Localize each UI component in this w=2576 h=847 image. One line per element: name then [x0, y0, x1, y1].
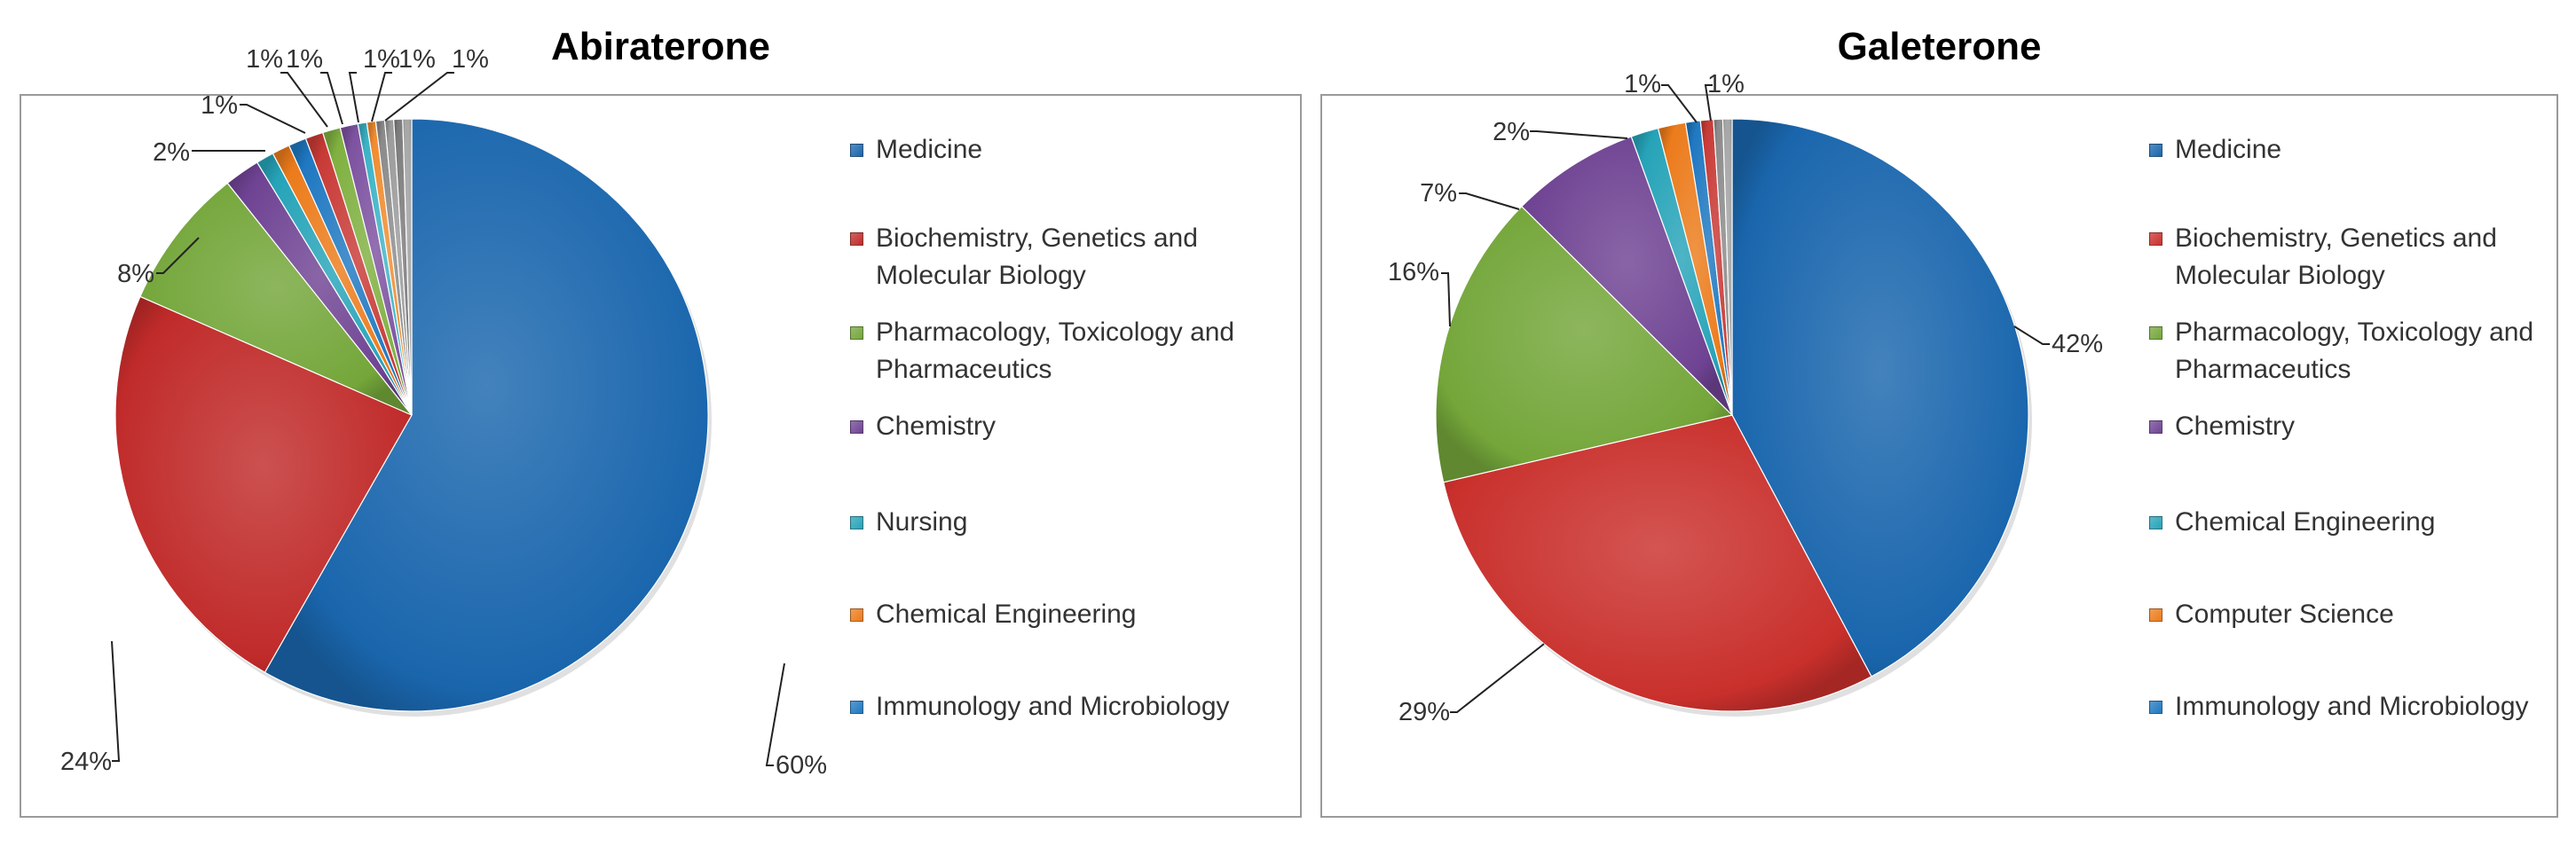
data-label-galeterone-immunology-and-microbiology: 1%: [1624, 70, 1661, 98]
data-label-galeterone-chemical-engineering: 2%: [1493, 118, 1530, 146]
legend-swatch: [2149, 608, 2162, 622]
legend-item-pharmacology-toxicology-and-pharmaceutics: Pharmacology, Toxicology and Pharmaceuti…: [850, 314, 1284, 388]
chart-panel-galeterone: 42% 29% 16% 7% 2% 1% 1% Medicine Biochemistry, …: [1320, 70, 2558, 818]
data-label-abiraterone-chemical-engineering: 1%: [246, 45, 283, 74]
chart-title-galeterone: Galeterone: [1837, 25, 2042, 68]
data-label-abiraterone-other-7: 1%: [363, 45, 400, 74]
legend-label: Chemistry: [876, 412, 997, 441]
legend-item-chemistry: Chemistry: [850, 408, 1284, 445]
data-label-abiraterone-nursing: 1%: [201, 91, 238, 120]
data-label-abiraterone-biochemistry-genetics-and-molecular-biology: 24%: [60, 748, 112, 776]
data-label-abiraterone-other-8: 1%: [398, 45, 436, 74]
legend-swatch: [850, 420, 863, 434]
leader-line: [1530, 130, 1628, 139]
data-label-galeterone-chemistry: 7%: [1420, 179, 1457, 208]
leader-line: [371, 72, 392, 122]
legend-item-chemistry: Chemistry: [2149, 408, 2576, 445]
leader-line: [156, 237, 200, 274]
pie-slice-abiraterone-medicine: [264, 118, 709, 712]
leader-line: [280, 72, 328, 128]
leader-line: [1441, 272, 1451, 327]
leader-line: [1450, 643, 1545, 713]
legend-swatch: [850, 326, 863, 340]
chart-panel-abiraterone: 60% 24% 8% 2% 1% 1% 1% 1% 1% 1% Medicine Biochemis…: [20, 45, 1302, 818]
pie-slice-abiraterone-biochemistry-genetics-and-molecular-biology: [114, 295, 413, 673]
legend-item-immunology-and-microbiology: Immunology and Microbiology: [850, 688, 1284, 725]
leader-line: [111, 640, 121, 762]
pie-slice-galeterone-medicine: [1731, 118, 2029, 678]
legend-swatch: [2149, 144, 2162, 157]
leader-line: [1704, 84, 1713, 122]
legend-swatch: [850, 701, 863, 714]
legend-item-chemical-engineering: Chemical Engineering: [2149, 504, 2576, 541]
leader-line: [1661, 84, 1698, 123]
legend-swatch: [2149, 701, 2162, 714]
legend-label: Immunology and Microbiology: [2175, 692, 2529, 721]
data-label-galeterone-other-7: 1%: [1707, 70, 1745, 98]
legend-label: Medicine: [876, 135, 983, 164]
legend-label: Pharmacology, Toxicology and Pharmaceuti…: [2175, 318, 2534, 384]
legend-item-computer-science: Computer Science: [2149, 596, 2576, 633]
data-label-galeterone-pharmacology-toxicology-and-pharmaceutics: 16%: [1388, 258, 1439, 286]
legend-label: Biochemistry, Genetics and Molecular Bio…: [876, 224, 1198, 290]
legend-swatch: [850, 144, 863, 157]
legend-item-nursing: Nursing: [850, 504, 1284, 541]
leader-line: [1459, 192, 1520, 210]
pie-chart-galeterone: 42% 29% 16% 7% 2% 1% 1%: [1388, 70, 2103, 726]
pie-chart-abiraterone: 60%24%8%2%1%1% 1% 1%1% 1%: [60, 45, 827, 780]
leader-line: [348, 72, 359, 123]
pie-slice-galeterone-other-9: [1721, 118, 1733, 416]
legend-swatch: [850, 232, 863, 246]
legend-item-biochemistry-genetics-and-molecular-biology: Biochemistry, Genetics and Molecular Bio…: [850, 220, 1284, 294]
legend-swatch: [2149, 232, 2162, 246]
data-label-abiraterone-immunology-and-microbiology: 1%: [286, 45, 323, 74]
data-label-galeterone-biochemistry-genetics-and-molecular-biology: 29%: [1398, 698, 1450, 726]
data-label-abiraterone-other-9: 1%: [452, 45, 489, 74]
legend-swatch: [2149, 516, 2162, 529]
legend-swatch: [2149, 420, 2162, 434]
legend-swatch: [850, 516, 863, 529]
leader-line: [240, 104, 306, 134]
legend-item-medicine: Medicine: [850, 131, 1284, 169]
legend-label: Pharmacology, Toxicology and Pharmaceuti…: [876, 318, 1235, 384]
legend-label: Chemical Engineering: [2175, 507, 2436, 537]
pie-slice-abiraterone-other-15: [402, 118, 413, 416]
legend-label: Nursing: [876, 507, 968, 537]
leader-line: [2013, 325, 2050, 345]
legend-item-chemical-engineering: Chemical Engineering: [850, 596, 1284, 633]
pie-slice-galeterone-pharmacology-toxicology-and-pharmaceutics: [1435, 205, 1734, 483]
legend-label: Chemistry: [2175, 412, 2296, 441]
data-label-galeterone-medicine: 42%: [2052, 330, 2103, 358]
leader-line: [320, 72, 343, 125]
pie-slice-galeterone-biochemistry-genetics-and-molecular-biology: [1442, 414, 1872, 712]
legend-swatch: [850, 608, 863, 622]
pie-slice-abiraterone-pharmacology-toxicology-and-pharmaceutics: [139, 182, 413, 416]
legend-label: Immunology and Microbiology: [876, 692, 1230, 721]
legend-label: Biochemistry, Genetics and Molecular Bio…: [2175, 224, 2497, 290]
legend-item-medicine: Medicine: [2149, 131, 2576, 169]
data-label-abiraterone-pharmacology-toxicology-and-pharmaceutics: 8%: [117, 260, 154, 288]
legend-item-biochemistry-genetics-and-molecular-biology: Biochemistry, Genetics and Molecular Bio…: [2149, 220, 2576, 294]
leader-line: [384, 72, 454, 122]
legend-label: Computer Science: [2175, 600, 2394, 629]
legend-item-immunology-and-microbiology: Immunology and Microbiology: [2149, 688, 2576, 725]
legend-label: Chemical Engineering: [876, 600, 1137, 629]
legend-label: Medicine: [2175, 135, 2282, 164]
leader-line: [765, 663, 785, 766]
legend-item-pharmacology-toxicology-and-pharmaceutics: Pharmacology, Toxicology and Pharmaceuti…: [2149, 314, 2576, 388]
data-label-abiraterone-chemistry: 2%: [153, 138, 190, 167]
legend-swatch: [2149, 326, 2162, 340]
chart-title-abiraterone: Abiraterone: [551, 25, 770, 68]
data-label-abiraterone-medicine: 60%: [776, 751, 827, 780]
